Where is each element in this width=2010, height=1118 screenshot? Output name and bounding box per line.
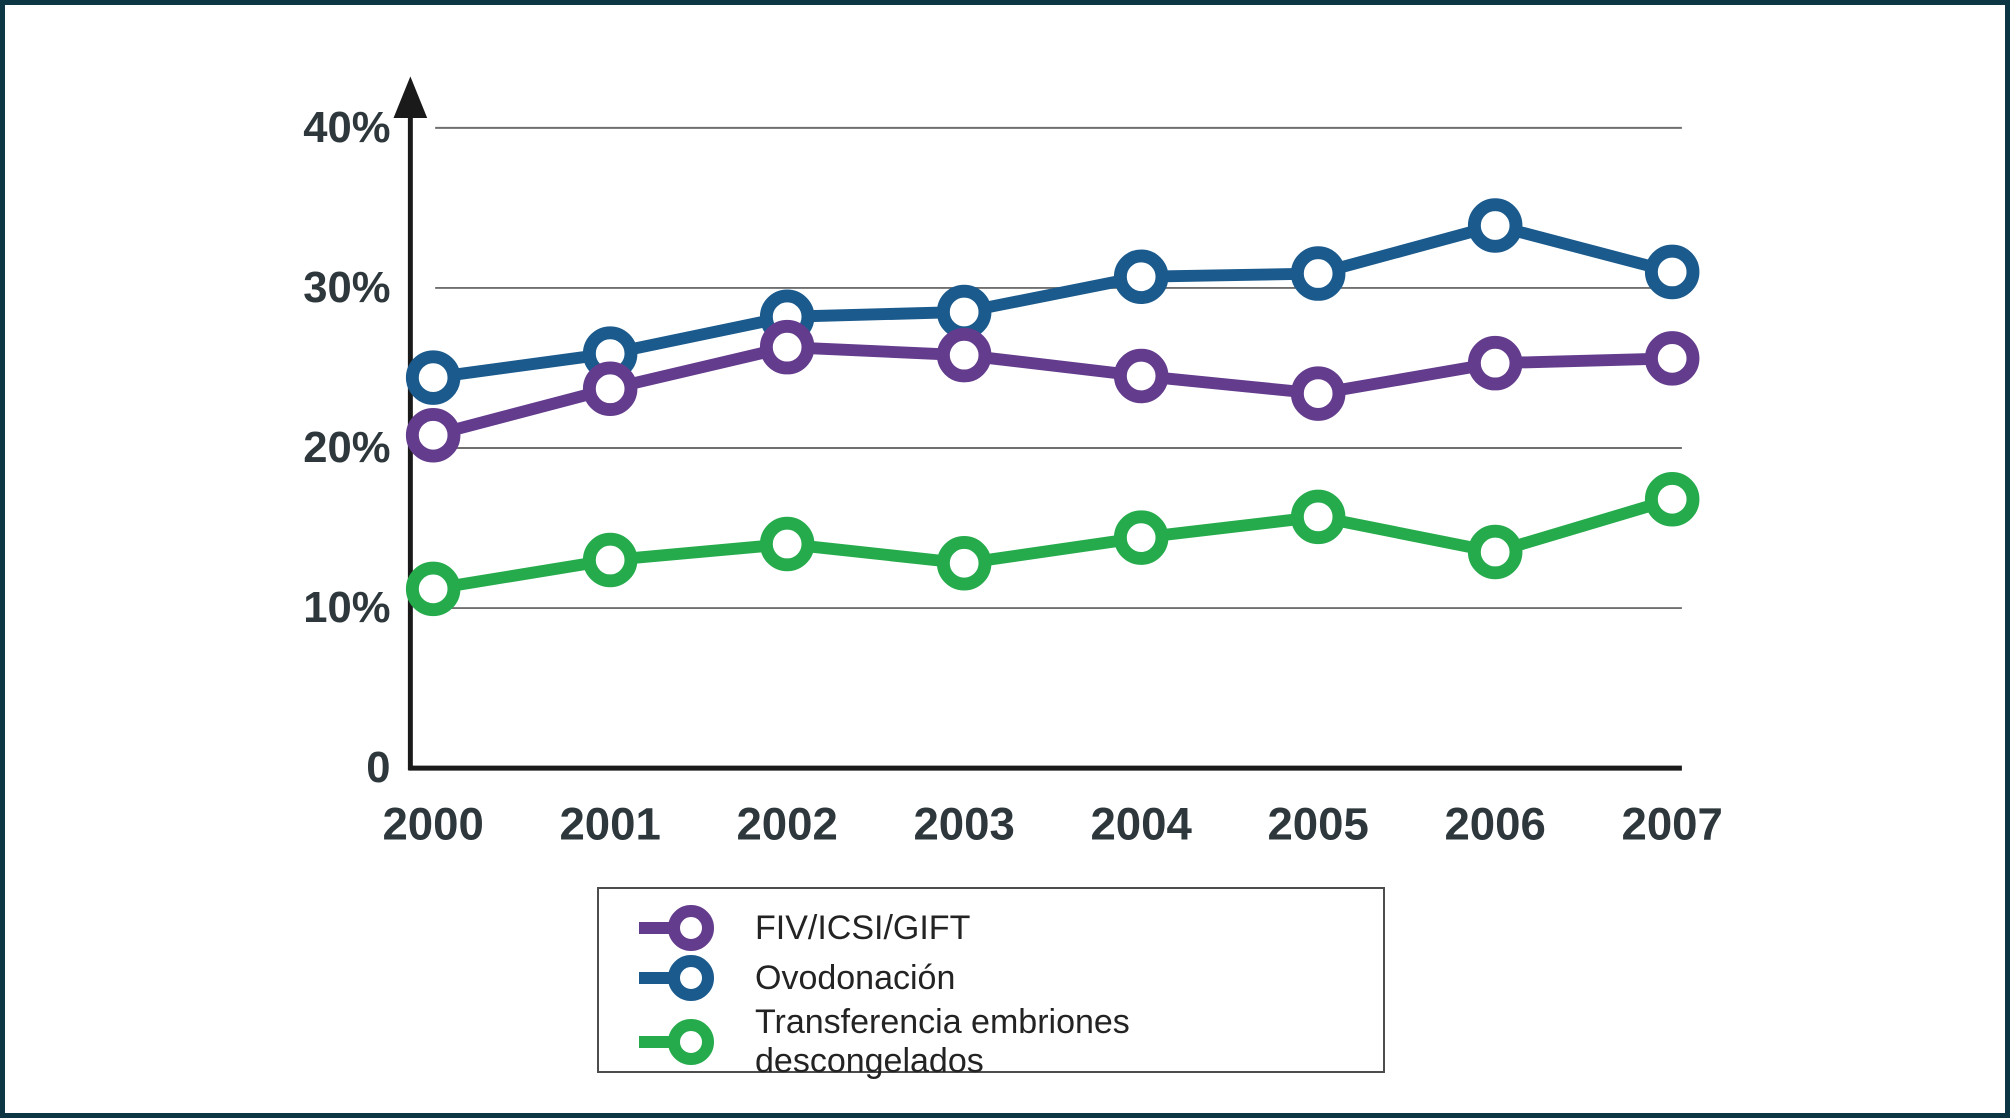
legend-item: FIV/ICSI/GIFT <box>637 903 1363 953</box>
series-transferencia-embriones-descongelados <box>405 471 1700 617</box>
legend-item: Ovodonación <box>637 953 1363 1003</box>
x-tick-label: 2005 <box>1267 798 1368 849</box>
y-tick-label: 20% <box>303 424 390 472</box>
y-tick-label: 40% <box>303 104 390 152</box>
x-tick-labels: 2000 2001 2002 2003 2004 2005 2006 2007 <box>382 798 1722 849</box>
data-point-marker <box>1113 510 1169 565</box>
x-tick-label: 2001 <box>559 798 660 849</box>
data-point-marker <box>1113 348 1169 404</box>
axes <box>393 76 1682 771</box>
series-fiv-icsi-gift <box>405 319 1700 463</box>
y-tick-labels: 40% 30% 20% 10% 0 <box>303 104 390 792</box>
chart-legend: FIV/ICSI/GIFT Ovodonación Transferencia … <box>597 887 1385 1080</box>
data-point-marker <box>582 361 638 417</box>
x-tick-label: 2007 <box>1621 798 1722 849</box>
data-point-marker <box>1467 335 1523 391</box>
data-point-marker <box>759 516 815 572</box>
open-circle-marker-icon <box>637 903 725 953</box>
legend-label: FIV/ICSI/GIFT <box>755 908 971 947</box>
x-tick-label: 2000 <box>382 798 483 849</box>
x-tick-label: 2003 <box>913 798 1014 849</box>
data-point-marker <box>1113 249 1169 304</box>
data-point-marker <box>936 535 992 591</box>
data-point-marker <box>1644 471 1700 527</box>
data-point-marker <box>1644 331 1700 386</box>
data-point-marker <box>405 407 461 463</box>
legend-item: Transferencia embriones descongelados <box>637 1003 1363 1081</box>
y-tick-label: 30% <box>303 264 390 312</box>
legend-label: Ovodonación <box>755 958 956 997</box>
data-point-marker <box>1467 524 1523 580</box>
x-tick-label: 2006 <box>1444 798 1545 849</box>
y-tick-label: 10% <box>303 584 390 632</box>
data-point-marker <box>1290 489 1346 545</box>
data-point-marker <box>1467 198 1523 253</box>
data-point-marker <box>759 319 815 375</box>
open-circle-marker-icon <box>637 1017 725 1067</box>
x-tick-label: 2004 <box>1090 798 1192 849</box>
data-point-marker <box>582 532 638 588</box>
data-point-marker <box>405 350 461 405</box>
legend-label: Transferencia embriones descongelados <box>755 1003 1130 1080</box>
data-point-marker <box>1644 244 1700 300</box>
y-tick-label: 0 <box>366 744 390 792</box>
data-point-marker <box>1290 366 1346 421</box>
x-tick-label: 2002 <box>736 798 837 849</box>
y-axis-arrow-icon <box>393 76 428 118</box>
data-point-marker <box>936 327 992 383</box>
data-point-marker <box>405 561 461 617</box>
open-circle-marker-icon <box>637 953 725 1003</box>
data-point-marker <box>1290 246 1346 301</box>
data-point-marker <box>936 284 992 340</box>
series-ovodonacion <box>405 198 1700 405</box>
